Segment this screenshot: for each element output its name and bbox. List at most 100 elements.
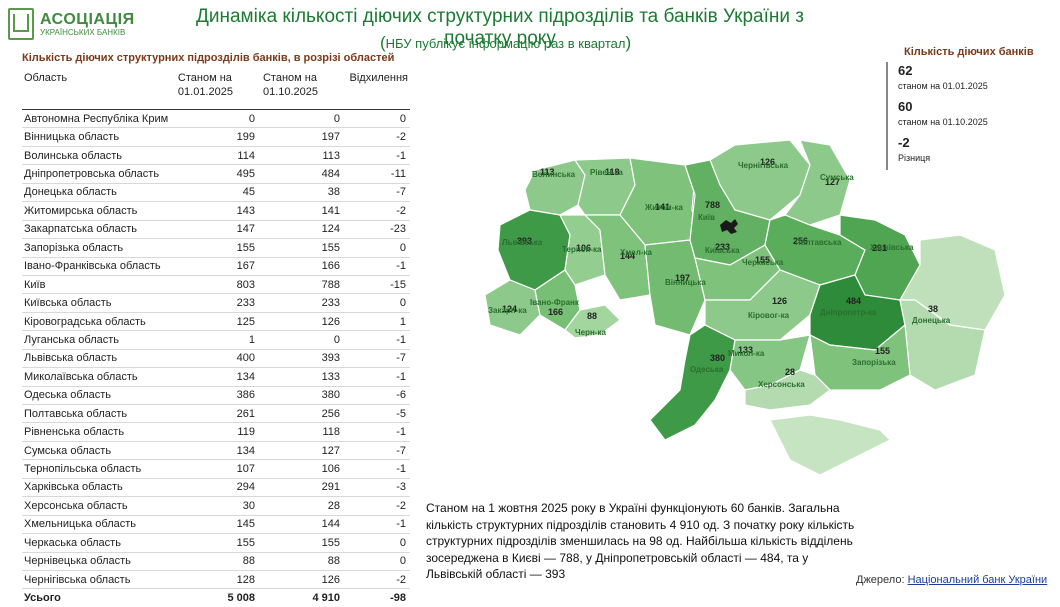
map-value-dnipro: 484	[846, 296, 861, 306]
map-value-sumy: 127	[825, 177, 840, 187]
map-region-crimea	[769, 414, 892, 476]
kpi-panel: 62 станом на 01.01.2025 60 станом на 01.…	[886, 62, 1048, 170]
cell-diff: -15	[346, 275, 410, 295]
map-value-kharkiv: 291	[872, 243, 887, 253]
cell-now: 197	[260, 127, 347, 147]
map-label-kharkiv: Харківська	[870, 243, 914, 252]
table-row: Волинська область 114 113 -1	[22, 146, 410, 166]
map-label-odesa: Одеська	[690, 365, 724, 374]
cell-diff: -11	[346, 164, 410, 184]
map-region-khmelnytsk	[583, 214, 651, 301]
kpi-banks-now: 60	[898, 99, 913, 114]
table-title: Кількість діючих структурних підрозділів…	[22, 52, 395, 64]
header-region: Область	[24, 72, 68, 84]
cell-diff: -6	[346, 386, 410, 406]
map-label-sumy: Сумська	[820, 173, 854, 182]
cell-region: Миколаївська область	[22, 367, 176, 387]
map-label-zaporizhzhia: Запорізька	[852, 358, 896, 367]
map-value-khmelnytsk: 144	[620, 251, 635, 261]
table-row: Рівненська область 119 118 -1	[22, 422, 410, 442]
map-value-donetsk: 38	[928, 304, 938, 314]
table-row: Київ 803 788 -15	[22, 275, 410, 295]
cell-start: 88	[175, 552, 261, 571]
cell-region: Чернігівська область	[22, 570, 176, 590]
table-row: Львівська область 400 393 -7	[22, 349, 410, 369]
regions-table: Область Станом на 01.01.2025 Станом на 0…	[22, 71, 410, 607]
source-link[interactable]: Національний банк України	[907, 574, 1048, 586]
map-label-donetsk: Донецька	[912, 316, 951, 325]
cell-start: 167	[175, 257, 261, 276]
cell-start: 145	[175, 515, 261, 535]
table-row: Чернівецька область 88 88 0	[22, 552, 410, 571]
cell-region: Тернопільська область	[22, 459, 176, 479]
map-region-kherson	[744, 369, 831, 411]
map-value-kherson: 28	[785, 367, 795, 377]
cell-region: Автономна Республіка Крим	[22, 109, 176, 129]
cell-start: 134	[175, 441, 261, 461]
logo-line2: УКРАЇНСЬКИХ БАНКІВ	[40, 27, 126, 37]
map-value-volyn: 113	[540, 167, 555, 177]
cell-start: 147	[175, 220, 261, 240]
table-row: Вінницька область 199 197 -2	[22, 127, 410, 147]
cell-start: 294	[175, 478, 261, 498]
logo-line1: АСОЦІАЦІЯ	[40, 10, 135, 28]
kpi-banks-diff: -2	[898, 135, 910, 150]
cell-diff: 1	[346, 312, 410, 332]
cell-now: 0	[260, 330, 347, 350]
table-row: Сумська область 134 127 -7	[22, 441, 410, 461]
cell-diff: -3	[346, 478, 410, 498]
table-row: Хмельницька область 145 144 -1	[22, 515, 410, 535]
map-label-mykolaiv: Микол-ка	[728, 349, 765, 358]
cell-now: 291	[260, 478, 347, 498]
cell-now: 788	[260, 275, 347, 295]
logo-mark-icon	[8, 8, 34, 40]
map-label-cherkasy: Черкаська	[742, 258, 784, 267]
table-row: Івано-Франківська область 167 166 -1	[22, 257, 410, 276]
cell-diff: -7	[346, 349, 410, 369]
subtitle-text: НБУ публікує інформацію раз в квартал	[385, 36, 626, 51]
cell-start: 261	[175, 404, 261, 424]
cell-now: 155	[260, 533, 347, 553]
map-value-kirovohrad: 126	[772, 296, 787, 306]
logo: АСОЦІАЦІЯ УКРАЇНСЬКИХ БАНКІВ	[8, 8, 135, 40]
cell-region: Київська область	[22, 293, 176, 313]
map-value-odesa: 380	[710, 353, 725, 363]
total-label: Усього	[22, 588, 176, 607]
cell-now: 256	[260, 404, 347, 424]
cell-now: 233	[260, 293, 347, 313]
kpi-banks-start-label: станом на 01.01.2025	[898, 81, 988, 91]
cell-now: 106	[260, 459, 347, 479]
table-row: Донецька область 45 38 -7	[22, 183, 410, 203]
cell-diff: -1	[346, 257, 410, 276]
cell-region: Харківська область	[22, 478, 176, 498]
cell-start: 155	[175, 238, 261, 258]
cell-diff: -2	[346, 496, 410, 516]
table-row: Закарпатська область 147 124 -23	[22, 220, 410, 240]
map-label-chernihiv: Чернігівська	[738, 161, 789, 170]
cell-diff: -2	[346, 127, 410, 147]
cell-diff: 0	[346, 533, 410, 553]
cell-diff: 0	[346, 552, 410, 571]
cell-region: Хмельницька область	[22, 515, 176, 535]
cell-diff: -2	[346, 201, 410, 221]
cell-region: Рівненська область	[22, 422, 176, 442]
table-row: Черкаська область 155 155 0	[22, 533, 410, 553]
map-label-lviv: Львівська	[502, 238, 543, 247]
table-row: Одеська область 386 380 -6	[22, 386, 410, 406]
table-row: Херсонська область 30 28 -2	[22, 496, 410, 516]
cell-diff: -1	[346, 367, 410, 387]
cell-start: 233	[175, 293, 261, 313]
map-region-odesa	[649, 324, 736, 441]
table-row: Полтавська область 261 256 -5	[22, 404, 410, 424]
cell-region: Кіровоградська область	[22, 312, 176, 332]
summary-text: Станом на 1 жовтня 2025 року в Україні ф…	[426, 501, 855, 581]
cell-now: 0	[260, 109, 347, 129]
map-label-zakarpattia: Закарп-ка	[488, 306, 527, 315]
header-col3: Відхилення	[349, 72, 409, 84]
cell-now: 393	[260, 349, 347, 369]
map-label-ivanofr: Івано-Франк	[530, 298, 580, 307]
cell-now: 380	[260, 386, 347, 406]
cell-start: 495	[175, 164, 261, 184]
map-value-chernivtsi: 88	[587, 311, 597, 321]
cell-now: 141	[260, 201, 347, 221]
